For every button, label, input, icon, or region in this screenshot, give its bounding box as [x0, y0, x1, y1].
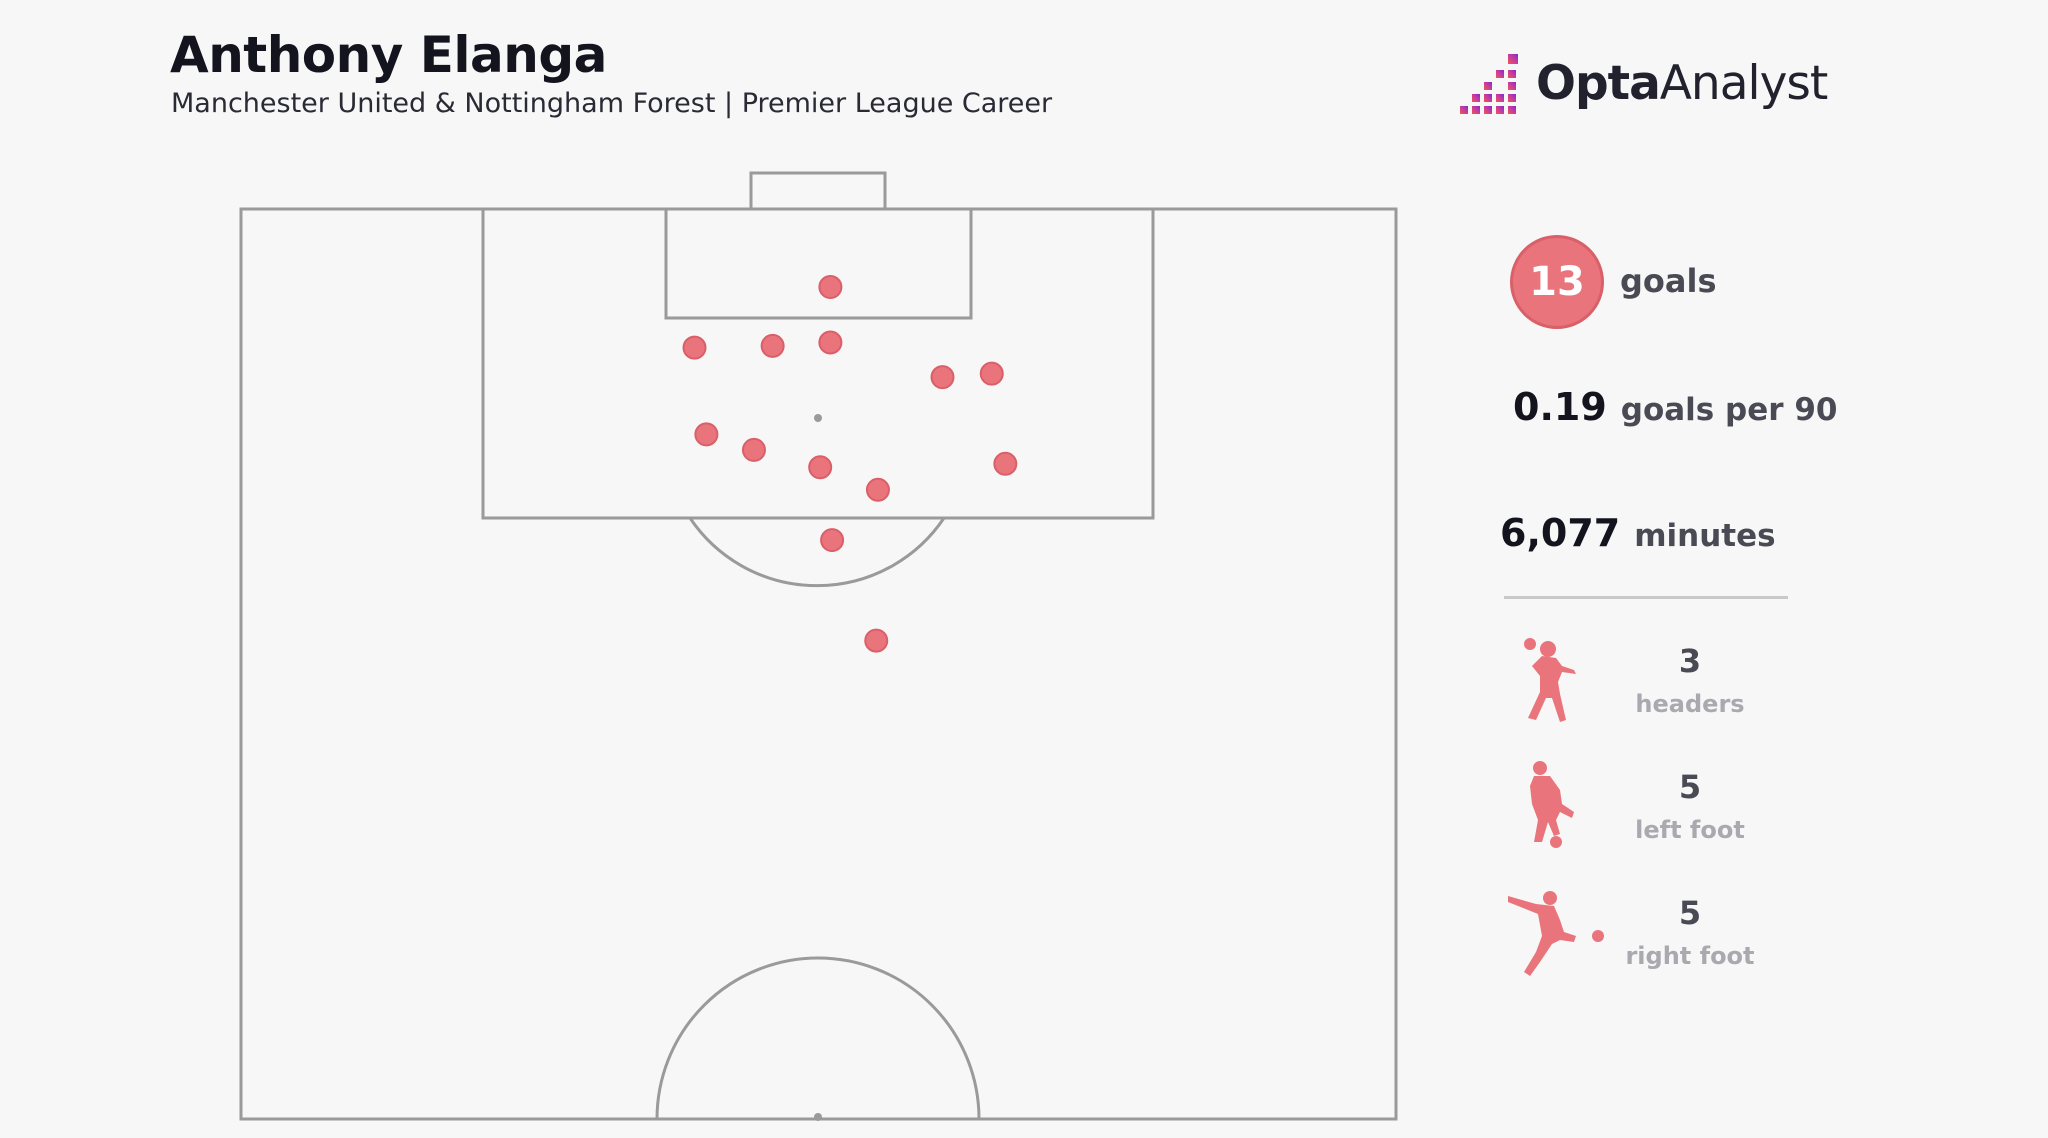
- goals-count-badge: 13: [1510, 235, 1604, 329]
- goals-per-90-value: 0.19: [1513, 385, 1607, 429]
- goals-per-90-label: goals per 90: [1620, 392, 1838, 428]
- left-foot-label: left foot: [1635, 816, 1745, 844]
- goals-per-90-stat: 0.19 goals per 90: [1513, 385, 1837, 429]
- minutes-stat: 6,077 minutes: [1500, 511, 1776, 555]
- goal-marker-4: [818, 330, 843, 355]
- penalty-spot: [814, 414, 822, 422]
- goal-marker-13: [864, 628, 889, 653]
- goal-marker-8: [741, 437, 766, 462]
- minutes-value: 6,077: [1500, 511, 1621, 555]
- centre-spot: [814, 1113, 822, 1121]
- opta-logo-icon: [1460, 54, 1518, 114]
- goal-marker-12: [820, 528, 845, 553]
- page-subtitle: Manchester United & Nottingham Forest | …: [171, 88, 1053, 119]
- left-foot-count: 5: [1678, 768, 1702, 806]
- goal-marker-10: [865, 477, 890, 502]
- logo-text-light: Analyst: [1659, 56, 1829, 111]
- goal-marker-5: [930, 365, 955, 390]
- logo-text-bold: Opta: [1536, 56, 1661, 111]
- right-foot-label: right foot: [1625, 942, 1755, 970]
- six-yard-box: [664, 207, 973, 320]
- goals-label: goals: [1620, 262, 1717, 300]
- goal-marker-9: [808, 455, 833, 480]
- page-title: Anthony Elanga: [170, 26, 607, 84]
- goal-frame: [749, 171, 887, 211]
- headers-label: headers: [1635, 690, 1745, 718]
- left-foot-player-icon: [1530, 761, 1574, 848]
- minutes-label: minutes: [1634, 518, 1776, 554]
- pitch-lines: [239, 171, 1398, 1121]
- right-foot-count: 5: [1678, 894, 1702, 932]
- right-foot-player-icon: [1508, 891, 1604, 976]
- goal-marker-1: [818, 275, 843, 299]
- goal-marker-7: [694, 422, 719, 447]
- headers-count: 3: [1678, 642, 1702, 680]
- goal-marker-2: [682, 335, 707, 360]
- centre-circle: [655, 956, 981, 1120]
- half-pitch-outline: [239, 207, 1398, 1121]
- header-player-icon: [1524, 638, 1576, 722]
- stats-divider: [1504, 596, 1788, 599]
- penalty-arc: [688, 517, 946, 588]
- goal-markers: [682, 275, 1018, 653]
- goal-marker-3: [760, 333, 785, 358]
- goal-marker-11: [993, 451, 1018, 476]
- goal-marker-6: [979, 361, 1004, 386]
